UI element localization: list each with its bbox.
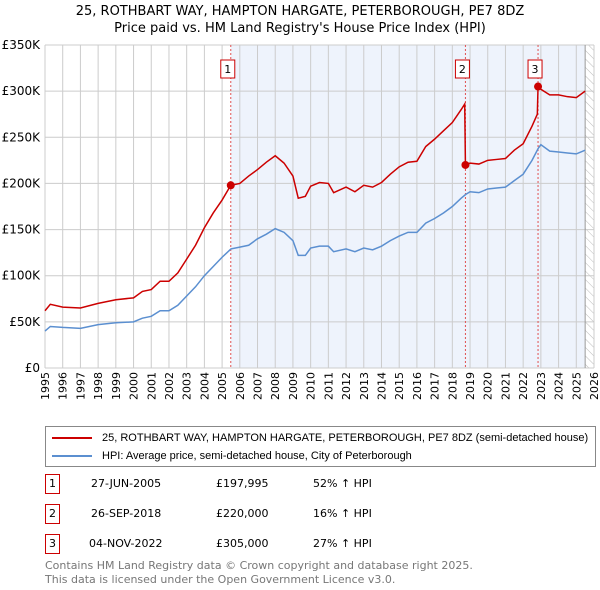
legend-label: HPI: Average price, semi-detached house,… [102,450,412,462]
x-tick-label: 2007 [252,372,265,400]
forecast-hatch [585,45,594,368]
chart-title-line1: 25, ROTHBART WAY, HAMPTON HARGATE, PETER… [75,4,525,19]
y-tick-label: £300K [2,84,42,98]
legend-item-hpi: HPI: Average price, semi-detached house,… [52,449,412,463]
x-tick-label: 2006 [234,372,247,400]
x-tick-label: 2012 [340,372,353,400]
sale-label: 3 [532,63,539,76]
x-tick-label: 2021 [499,372,512,400]
y-tick-label: £150K [2,223,42,237]
sale-number-badge: 3 [45,534,60,554]
x-tick-label: 2019 [464,372,477,400]
sale-label-box [454,59,470,79]
x-tick-label: 1997 [74,372,87,400]
x-tick-label: 2015 [393,372,406,400]
property-price-line [44,84,586,312]
x-tick-label: 2018 [446,372,459,400]
sale-point [534,82,543,91]
sale-date: 04-NOV-2022 [89,537,163,550]
sale-number-badge: 1 [45,474,60,494]
price-chart: 1995 1996 1997 1998 1999 2000 2001 2002 2003 2004… [2,38,600,400]
shaded-region [230,45,586,368]
x-tick-label: 1996 [57,372,70,400]
x-tick-label: 2010 [305,372,318,400]
x-tick-label: 2011 [322,372,335,400]
sale-price: £220,000 [216,507,269,520]
x-tick-label: 2024 [553,372,566,400]
x-tick-label: 2014 [375,372,388,400]
x-tick-label: 2016 [411,372,424,400]
sale-date: 26-SEP-2018 [91,507,162,520]
sale-number-badge: 2 [45,504,60,524]
sale-label-box [527,59,543,79]
x-tick-label: 2008 [269,372,282,400]
x-tick-label: 1999 [110,372,123,400]
y-tick-label: £350K [2,38,42,52]
chart-title-line2: Price paid vs. HM Land Registry's House … [114,21,486,36]
sale-point [461,160,470,169]
x-tick-label: 2005 [216,372,229,400]
x-tick-label: 2013 [358,372,371,400]
sale-hpi: 27% ↑ HPI [313,537,372,550]
legend-swatch-blue [52,455,92,457]
sale-label: 2 [459,63,466,76]
sale-hpi: 16% ↑ HPI [313,507,372,520]
x-tick-label: 2026 [588,372,600,400]
sale-price: £197,995 [216,477,269,490]
x-tick-label: 2009 [287,372,300,400]
footer-copyright: Contains HM Land Registry data © Crown c… [45,559,473,572]
sale-label-box [220,59,236,79]
sale-hpi: 52% ↑ HPI [313,477,372,490]
x-tick-label: 2003 [181,372,194,400]
legend-swatch-red [52,437,92,439]
sale-date: 27-JUN-2005 [91,477,162,490]
legend-item-property: 25, ROTHBART WAY, HAMPTON HARGATE, PETER… [52,431,588,445]
y-tick-label: £250K [2,130,42,144]
x-tick-label: 2002 [163,372,176,400]
y-tick-label: £100K [2,269,42,283]
x-tick-label: 2000 [128,372,141,400]
x-tick-label: 2020 [482,372,495,400]
legend: 25, ROTHBART WAY, HAMPTON HARGATE, PETER… [45,426,596,467]
x-tick-label: 2001 [145,372,158,400]
x-tick-label: 1995 [39,372,52,400]
x-tick-label: 1998 [92,372,105,400]
y-tick-label: £0 [25,361,40,375]
x-tick-label: 2004 [198,372,211,400]
footer-licence: This data is licensed under the Open Gov… [45,573,396,586]
legend-label: 25, ROTHBART WAY, HAMPTON HARGATE, PETER… [102,432,589,444]
sale-point [226,181,235,190]
x-tick-label: 2023 [535,372,548,400]
y-tick-label: £50K [9,315,41,329]
x-tick-label: 2022 [517,372,530,400]
y-tick-label: £200K [2,176,42,190]
x-tick-label: 2017 [429,372,442,400]
sale-label: 1 [224,63,231,76]
sale-price: £305,000 [216,537,269,550]
hpi-line [44,143,586,332]
x-tick-label: 2025 [570,372,583,400]
